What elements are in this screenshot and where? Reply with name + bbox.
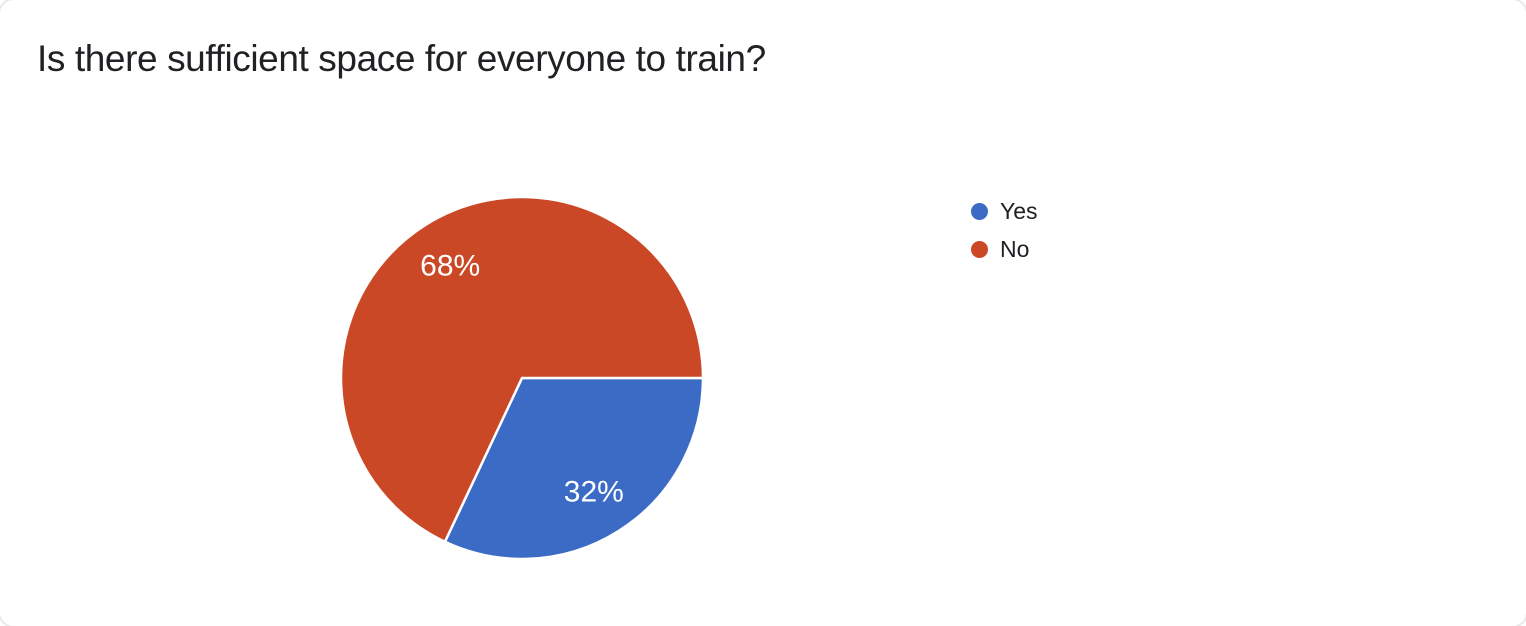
slice-percent-label-no: 68% <box>420 249 480 282</box>
legend-swatch-icon <box>971 202 988 220</box>
chart-legend: Yes No <box>971 197 1038 263</box>
legend-item-no: No <box>971 235 1038 263</box>
slice-percent-label-yes: 32% <box>564 476 624 509</box>
pie-slice-no[interactable] <box>339 195 705 544</box>
legend-label: No <box>1000 236 1030 262</box>
legend-item-yes: Yes <box>971 197 1038 225</box>
question-title: Is there sufficient space for everyone t… <box>37 38 766 79</box>
legend-label: Yes <box>1000 198 1038 224</box>
pie-chart: 32% 68% <box>339 195 705 561</box>
legend-swatch-icon <box>971 240 988 258</box>
pie-slice-yes[interactable] <box>443 376 705 561</box>
